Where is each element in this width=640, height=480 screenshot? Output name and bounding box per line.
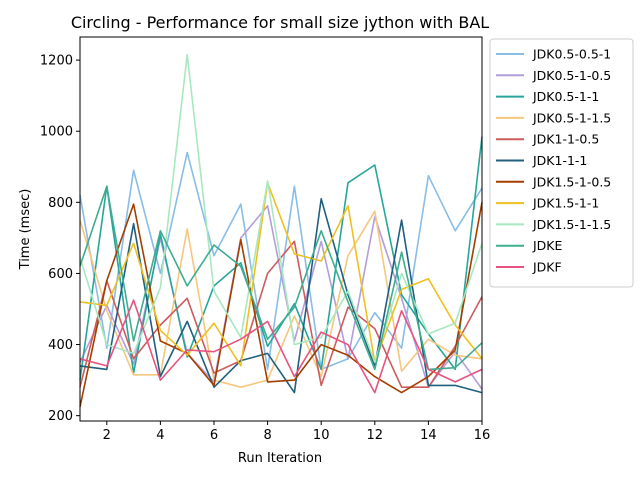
legend-label: JDKE bbox=[532, 238, 563, 253]
series-line-jdk1-5-1-0-5 bbox=[79, 202, 483, 407]
axes-frame bbox=[79, 36, 483, 422]
x-tick-label: 14 bbox=[420, 428, 437, 443]
legend-label: JDK1.5-1-1.5 bbox=[532, 217, 611, 232]
legend-label: JDK0.5-1-1 bbox=[532, 89, 599, 104]
x-tick-label: 2 bbox=[103, 428, 111, 443]
x-axis: 2 4 6 8 10 12 14 16 bbox=[103, 421, 491, 443]
legend-label: JDK1-1-1 bbox=[532, 153, 587, 168]
legend-box bbox=[489, 38, 634, 288]
x-tick-label: 4 bbox=[156, 428, 164, 443]
series-line-jdkf bbox=[79, 299, 483, 394]
x-tick-label: 10 bbox=[313, 428, 330, 443]
y-tick-label: 800 bbox=[48, 196, 73, 211]
y-tick-label: 400 bbox=[48, 338, 73, 353]
y-tick-label: 200 bbox=[48, 409, 73, 424]
legend: JDK0.5-0.5-1 JDK0.5-1-0.5 JDK0.5-1-1 JDK0.5… bbox=[489, 38, 634, 288]
x-tick-label: 8 bbox=[263, 428, 271, 443]
plot-area bbox=[79, 36, 483, 422]
legend-label: JDK1.5-1-0.5 bbox=[532, 174, 611, 189]
y-tick-label: 1000 bbox=[40, 125, 73, 140]
legend-label: JDK0.5-1-0.5 bbox=[532, 68, 611, 83]
chart-title: Circling - Performance for small size jy… bbox=[71, 13, 489, 32]
legend-label: JDK0.5-0.5-1 bbox=[532, 47, 611, 62]
y-axis: 200 400 600 800 1000 1200 bbox=[40, 54, 80, 424]
y-axis-title: Time (msec) bbox=[18, 189, 33, 271]
series-line-jdke bbox=[79, 185, 483, 371]
x-axis-title: Run Iteration bbox=[238, 451, 322, 466]
x-tick-label: 12 bbox=[367, 428, 384, 443]
y-tick-label: 1200 bbox=[40, 54, 73, 69]
legend-label: JDK1.5-1-1 bbox=[532, 196, 599, 211]
series-line-jdk1-5-1-1-5 bbox=[79, 53, 483, 364]
legend-label: JDK0.5-1-1.5 bbox=[532, 110, 611, 125]
x-tick-label: 6 bbox=[210, 428, 218, 443]
legend-label: JDK1-1-0.5 bbox=[532, 132, 599, 147]
legend-label: JDKF bbox=[532, 260, 562, 275]
series-line-jdk0-5-1-0-5 bbox=[79, 205, 483, 390]
series-line-jdk0-5-0-5-1 bbox=[79, 151, 483, 371]
y-tick-label: 600 bbox=[48, 267, 73, 282]
x-tick-label: 16 bbox=[474, 428, 491, 443]
series-lines bbox=[79, 53, 483, 407]
